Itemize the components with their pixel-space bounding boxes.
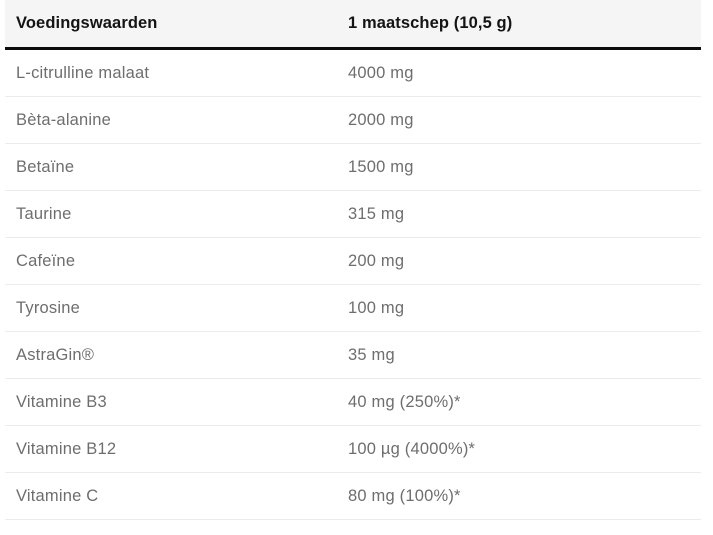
table-row: L-citrulline malaat 4000 mg <box>5 50 701 97</box>
table-row: Tyrosine 100 mg <box>5 285 701 332</box>
nutrient-label: Tyrosine <box>16 298 80 317</box>
nutrient-value: 200 mg <box>348 251 405 270</box>
table-row: Vitamine B3 40 mg (250%)* <box>5 379 701 426</box>
nutrient-label: Vitamine B12 <box>16 439 117 458</box>
nutrient-label: Bèta-alanine <box>16 110 112 129</box>
nutrient-label: Cafeïne <box>16 251 76 270</box>
nutrient-value: 80 mg (100%)* <box>348 486 461 505</box>
table-row: Betaïne 1500 mg <box>5 144 701 191</box>
nutrient-label: Vitamine B3 <box>16 392 107 411</box>
column-header-nutrient: Voedingswaarden <box>16 14 158 32</box>
nutrient-value: 4000 mg <box>348 63 414 82</box>
table-row: AstraGin® 35 mg <box>5 332 701 379</box>
nutrient-value: 40 mg (250%)* <box>348 392 461 411</box>
nutrient-value: 100 µg (4000%)* <box>348 439 476 458</box>
table-header-row: Voedingswaarden 1 maatschep (10,5 g) <box>5 0 701 50</box>
nutrient-label: AstraGin® <box>16 345 95 364</box>
column-header-serving: 1 maatschep (10,5 g) <box>348 14 513 32</box>
nutrient-label: Vitamine C <box>16 486 99 505</box>
nutrient-value: 315 mg <box>348 204 405 223</box>
table-row: Cafeïne 200 mg <box>5 238 701 285</box>
nutrient-label: Betaïne <box>16 157 75 176</box>
table-row: Bèta-alanine 2000 mg <box>5 97 701 144</box>
nutrient-value: 1500 mg <box>348 157 414 176</box>
table-row: Taurine 315 mg <box>5 191 701 238</box>
nutrient-label: L-citrulline malaat <box>16 63 150 82</box>
table-row: Vitamine B12 100 µg (4000%)* <box>5 426 701 473</box>
nutrient-value: 100 mg <box>348 298 405 317</box>
nutrient-label: Taurine <box>16 204 72 223</box>
nutrition-table: Voedingswaarden 1 maatschep (10,5 g) L-c… <box>5 0 701 520</box>
nutrient-value: 2000 mg <box>348 110 414 129</box>
table-row: Vitamine C 80 mg (100%)* <box>5 473 701 520</box>
nutrient-value: 35 mg <box>348 345 395 364</box>
